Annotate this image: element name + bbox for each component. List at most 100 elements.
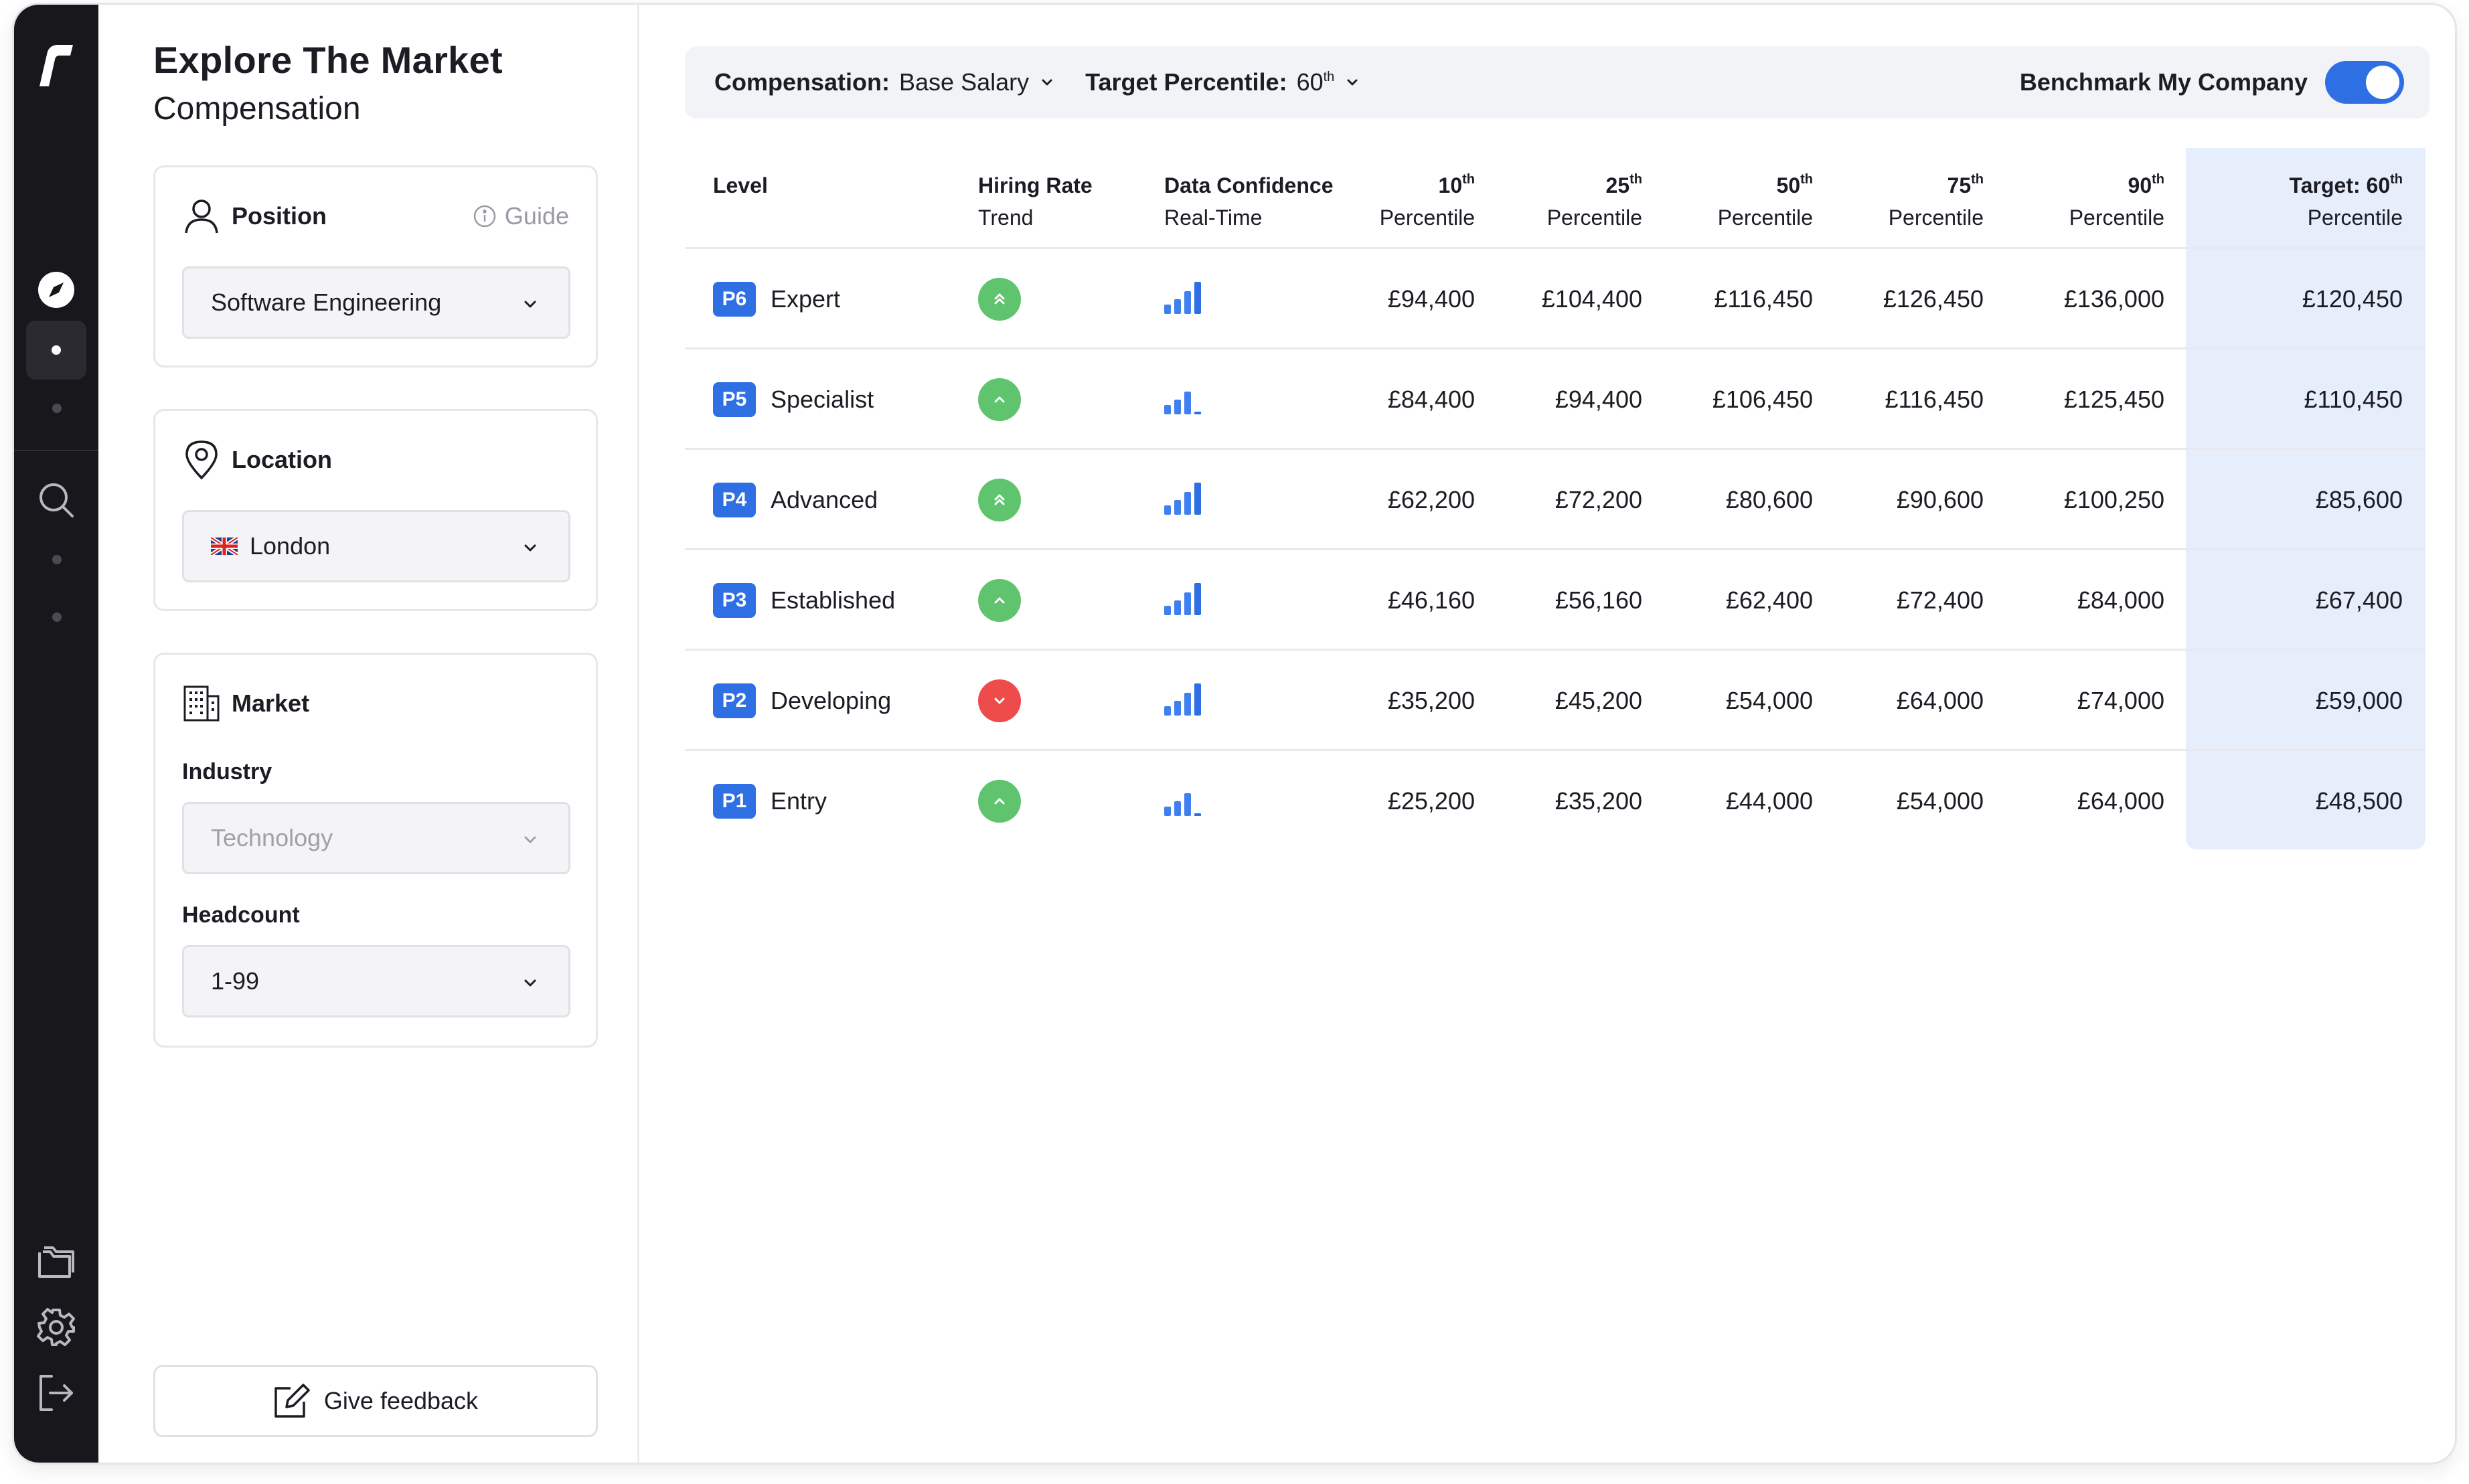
level-cell: P5 Specialist [713,349,967,450]
col-p75[interactable]: 75th Percentile [1888,172,1984,230]
app-window: Explore The Market Compensation Position… [12,3,2457,1465]
chevron-down-icon [524,836,536,843]
target-cell: £85,600 [2315,486,2403,513]
col-level[interactable]: Level [713,173,768,197]
trend-up-icon [978,780,1021,823]
level-badge: P5 [713,382,756,417]
target-cell: £67,400 [2315,586,2403,614]
col-hiring-rate[interactable]: Hiring Rate Trend [978,173,1093,230]
confidence-cell [1164,651,1245,751]
nav-dot[interactable] [52,612,62,622]
table-row[interactable]: P5 Specialist £84,400 £94,400 £106,450 £116,4… [685,347,2425,448]
table-row[interactable]: P2 Developing £35,200 £45,200 £54,000 £64,000… [685,649,2425,749]
p25-cell: £94,400 [1555,386,1642,413]
market-label: Market [232,689,310,717]
p75-cell: £64,000 [1896,687,1984,714]
headcount-select[interactable]: 1-99 [182,945,570,1017]
industry-label: Industry [182,759,272,785]
p25-cell: £45,200 [1555,687,1642,714]
filter-bar: Compensation: Base Salary Target Percent… [685,46,2430,118]
p25-cell: £56,160 [1555,586,1642,614]
signal-bars-icon [1164,380,1207,420]
p50-cell: £106,450 [1712,386,1813,413]
p90-cell: £64,000 [2077,787,2164,815]
signal-bars-icon [1164,580,1207,621]
hiring-trend-cell [978,550,1058,651]
table-row[interactable]: P6 Expert £94,400 £104,400 £116,450 £126,450 £… [685,247,2425,347]
p90-cell: £74,000 [2077,687,2164,714]
table-row[interactable]: P1 Entry £25,200 £35,200 £44,000 £54,000 £64,0… [685,749,2425,849]
p10-cell: £46,160 [1387,586,1475,614]
p75-cell: £116,450 [1885,386,1984,413]
col-p25[interactable]: 25th Percentile [1546,172,1642,230]
p90-cell: £84,000 [2077,586,2164,614]
p25-cell: £72,200 [1555,486,1642,513]
col-p90[interactable]: 90th Percentile [2069,172,2164,230]
gear-icon[interactable] [36,1307,76,1347]
search-icon[interactable] [36,480,76,520]
p50-cell: £44,000 [1725,787,1813,815]
table-row[interactable]: P3 Established £46,160 £56,160 £62,400 £72,40… [685,548,2425,649]
guide-link[interactable]: Guide [473,202,569,230]
signal-bars-icon [1164,781,1207,822]
level-name: Expert [771,285,841,313]
edit-icon [274,1384,310,1418]
target-cell: £120,450 [2302,285,2403,313]
logo-icon[interactable] [35,42,76,89]
trend-up-icon [978,378,1021,421]
position-value: Software Engineering [211,288,442,316]
confidence-cell [1164,550,1245,651]
level-badge: P1 [713,784,756,819]
level-badge: P6 [713,282,756,317]
target-percentile-label: Target Percentile: [1085,68,1287,96]
col-p50[interactable]: 50th Percentile [1717,172,1813,230]
table-row[interactable]: P4 Advanced £62,200 £72,200 £80,600 £90,600 £1… [685,448,2425,548]
hiring-trend-cell [978,349,1058,450]
location-card: Location London [153,409,598,611]
compensation-dropdown[interactable]: Compensation: Base Salary [714,68,1054,96]
p50-cell: £62,400 [1725,586,1813,614]
compass-icon[interactable] [36,270,76,310]
col-target[interactable]: Target: 60th Percentile [2289,172,2403,230]
benchmark-toggle[interactable] [2325,61,2404,104]
trend-double-up-icon [978,479,1021,521]
industry-value: Technology [211,824,333,851]
location-value: London [250,532,331,560]
target-percentile-dropdown[interactable]: Target Percentile: 60th [1085,68,1360,96]
logout-icon[interactable] [36,1373,76,1413]
target-cell: £59,000 [2315,687,2403,714]
chevron-down-icon [1042,79,1052,86]
nav-rail [14,5,98,1463]
headcount-label: Headcount [182,902,300,928]
map-pin-icon [182,440,221,480]
col-p10[interactable]: 10th Percentile [1379,172,1475,230]
confidence-cell [1164,751,1245,851]
industry-select[interactable]: Technology [182,802,570,874]
level-name: Advanced [771,486,878,513]
p75-cell: £90,600 [1896,486,1984,513]
col-data-confidence[interactable]: Data Confidence Real-Time [1164,173,1334,230]
compensation-value: Base Salary [899,68,1030,96]
target-cell: £48,500 [2315,787,2403,815]
location-select[interactable]: London [182,510,570,582]
confidence-cell [1164,450,1245,550]
page-subtitle: Compensation [153,91,361,127]
p50-cell: £116,450 [1714,285,1813,313]
level-badge: P3 [713,583,756,618]
nav-dot[interactable] [52,555,62,564]
level-name: Established [771,586,896,614]
give-feedback-button[interactable]: Give feedback [153,1365,598,1437]
position-select[interactable]: Software Engineering [182,266,570,339]
signal-bars-icon [1164,480,1207,521]
p50-cell: £80,600 [1725,486,1813,513]
position-label: Position [232,202,327,230]
p25-cell: £35,200 [1555,787,1642,815]
nav-dot[interactable] [52,404,62,413]
feedback-label: Give feedback [323,1387,479,1414]
p90-cell: £136,000 [2063,285,2164,313]
market-card: Market Industry Technology Headcount 1-9… [153,653,598,1048]
level-cell: P2 Developing [713,651,967,751]
p25-cell: £104,400 [1541,285,1642,313]
folder-icon[interactable] [36,1243,76,1283]
headcount-value: 1-99 [211,967,260,995]
